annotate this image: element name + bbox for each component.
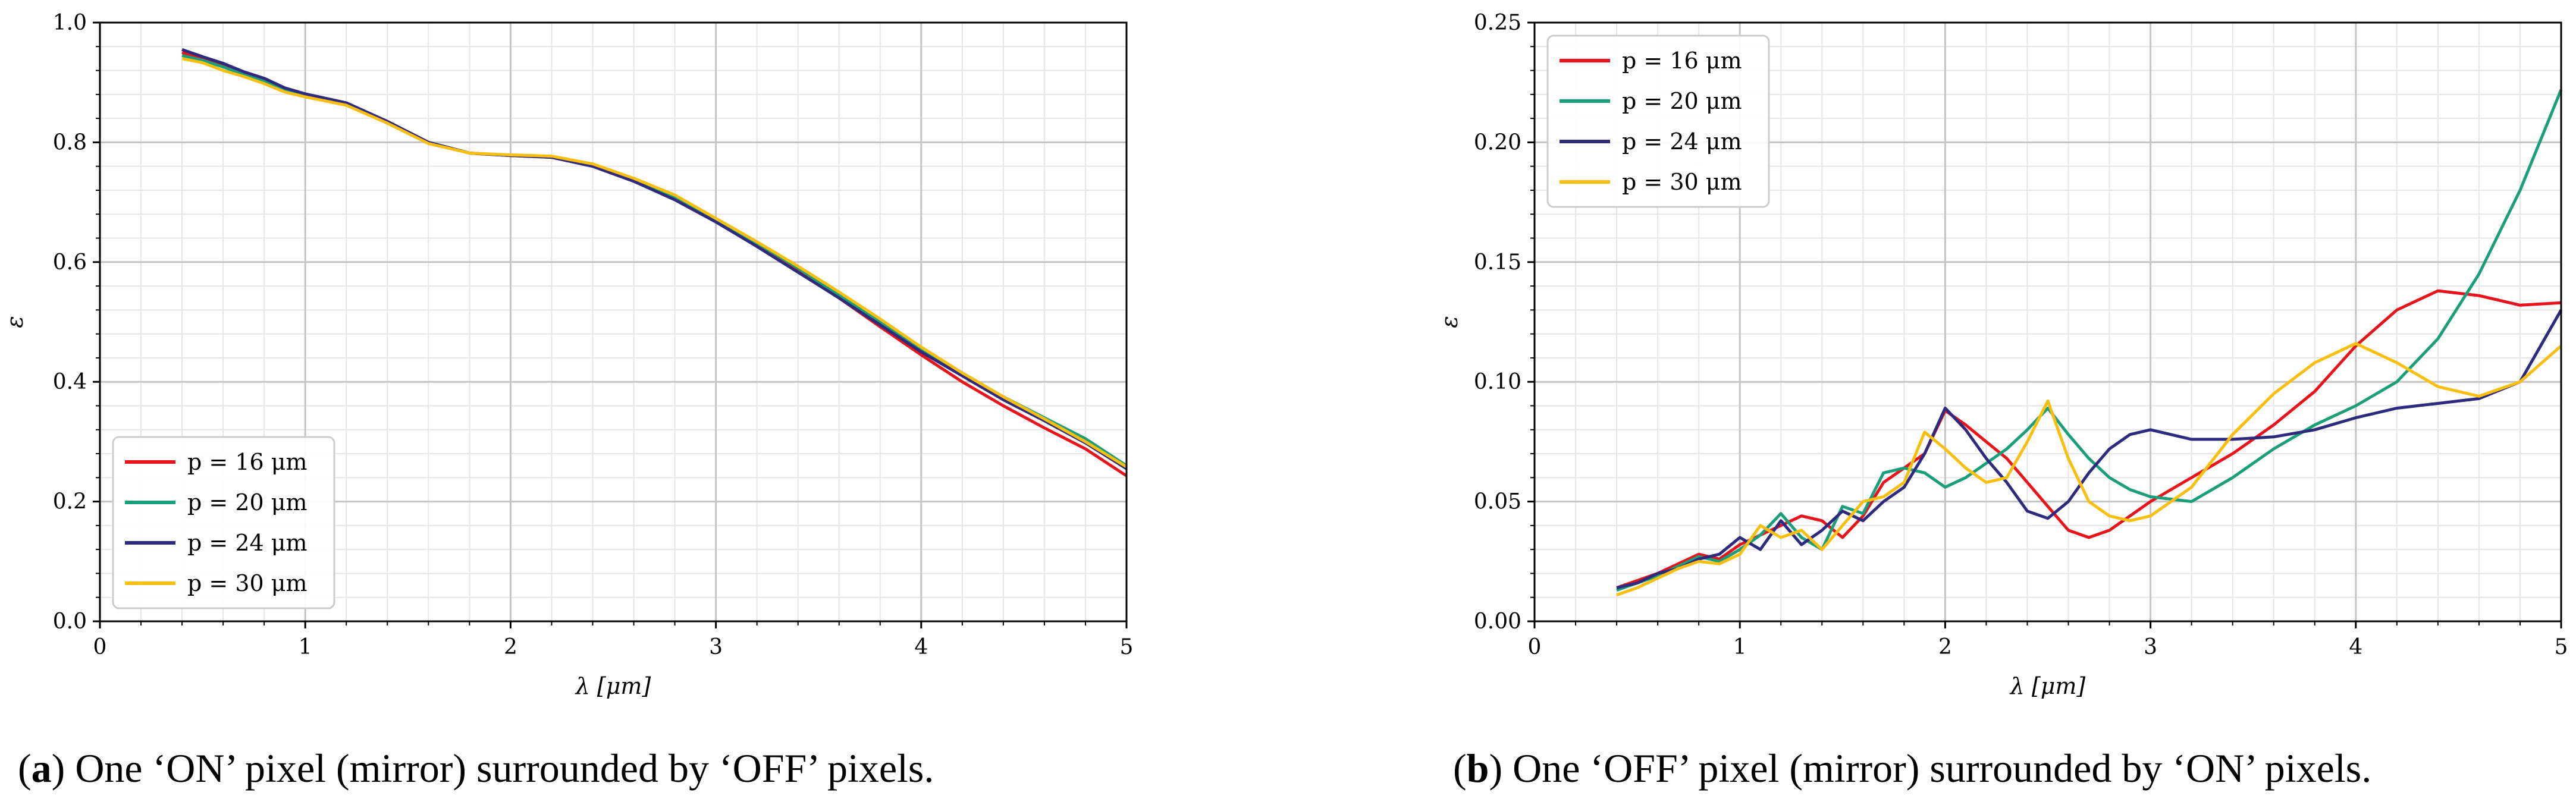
p1-series-line-1: [1616, 89, 2563, 592]
p0-y-tick-label: 0.0: [53, 609, 87, 634]
p1-x-axis-label: λ [μm]: [2009, 673, 2086, 699]
p1-x-tick-label: 5: [2555, 635, 2568, 659]
p1-y-tick-label: 0.20: [1474, 130, 1521, 155]
panel-b-chart: 0 1 2 3 4 5 0.00 0.05 0.10 0.15 0.20 0.25 λ [μm] ε p =…: [1436, 11, 2568, 699]
caption-a: (a) One ‘ON’ pixel (mirror) surrounded b…: [18, 746, 934, 791]
p0-series-line-3: [181, 56, 1128, 469]
p1-y-tick-label: 0.05: [1474, 490, 1521, 514]
p1-series-line-2: [1616, 309, 2563, 590]
p0-series-line-1: [181, 54, 1128, 467]
p0-x-tick-label: 1: [299, 635, 312, 659]
p0-legend: p = 16 μm p = 20 μm p = 24 μm p = 30 μm: [112, 436, 335, 609]
caption-b-text: One ‘OFF’ pixel (mirror) surrounded by ‘…: [1513, 746, 2371, 791]
p0-x-tick-label: 5: [1120, 635, 1134, 659]
p0-series-line-0: [181, 51, 1128, 477]
p0-legend-label-0: p = 16 μm: [187, 449, 308, 475]
p1-y-axis-label: ε: [1436, 316, 1463, 328]
p1-x-tick-label: 2: [1938, 635, 1952, 659]
caption-b-letter: b: [1467, 746, 1489, 791]
p0-x-tick-label: 3: [709, 635, 723, 659]
p0-series-line-2: [181, 48, 1128, 470]
p0-y-tick-label: 0.2: [53, 490, 87, 514]
p1-legend-label-1: p = 20 μm: [1622, 88, 1742, 114]
p1-legend-label-0: p = 16 μm: [1622, 48, 1742, 74]
panel-a-chart: 0 1 2 3 4 5 0.0 0.2 0.4 0.6 0.8 1.0 λ [μm] ε p = 16 μm…: [2, 11, 1133, 699]
p0-x-axis-label: λ [μm]: [575, 673, 651, 699]
p1-series-line-3: [1616, 342, 2562, 597]
p1-legend: p = 16 μm p = 20 μm p = 24 μm p = 30 μm: [1546, 34, 1770, 208]
p1-y-tick-label: 0.25: [1474, 11, 1521, 35]
p0-x-tick-label: 4: [914, 635, 928, 659]
p0-y-tick-label: 0.4: [53, 370, 87, 394]
p1-legend-label-2: p = 24 μm: [1622, 128, 1742, 155]
p1-x-tick-label: 0: [1528, 635, 1542, 659]
p0-legend-label-1: p = 20 μm: [187, 489, 308, 515]
p1-y-tick-label: 0.15: [1474, 250, 1521, 275]
p0-x-tick-label: 2: [504, 635, 517, 659]
p1-axes-frame: [1533, 21, 2562, 622]
p1-x-tick-label: 1: [1733, 635, 1747, 659]
p0-y-tick-label: 0.6: [53, 250, 87, 275]
p1-legend-label-3: p = 30 μm: [1622, 169, 1742, 195]
p1-x-tick-label: 4: [2349, 635, 2362, 659]
p0-y-tick-label: 0.8: [53, 130, 87, 155]
p1-y-tick-label: 0.00: [1474, 609, 1521, 634]
p0-y-axis-label: ε: [2, 316, 28, 328]
p0-legend-box: [112, 436, 335, 609]
p0-legend-label-3: p = 30 μm: [187, 570, 308, 596]
p1-y-tick-label: 0.10: [1474, 370, 1521, 394]
caption-b: (b) One ‘OFF’ pixel (mirror) surrounded …: [1453, 746, 2371, 791]
p0-y-tick-label: 1.0: [53, 11, 87, 35]
p0-x-tick-label: 0: [93, 635, 107, 659]
caption-a-text: One ‘ON’ pixel (mirror) surrounded by ‘O…: [75, 746, 934, 791]
p0-axes-frame: [99, 21, 1128, 622]
caption-a-letter: a: [32, 746, 52, 791]
p1-series-line-0: [1616, 289, 2562, 589]
p1-legend-box: [1546, 34, 1770, 208]
p1-x-tick-label: 3: [2144, 635, 2157, 659]
p0-legend-label-2: p = 24 μm: [187, 530, 308, 556]
